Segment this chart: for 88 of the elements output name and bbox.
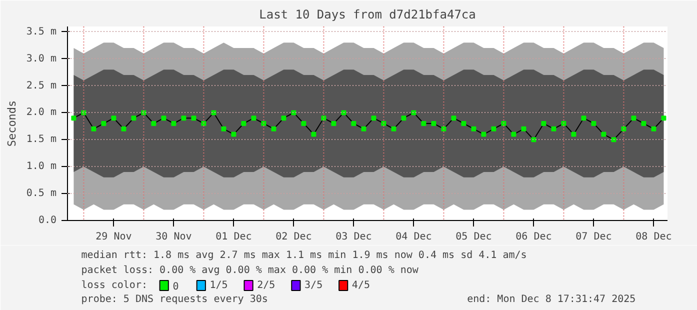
- point: [551, 126, 556, 132]
- x-tick-label: 01 Dec: [216, 232, 252, 242]
- legend-label: 0: [172, 282, 179, 292]
- point: [451, 116, 456, 121]
- point: [251, 116, 256, 121]
- point: [581, 116, 586, 121]
- legend-label: 2/5: [257, 280, 276, 291]
- x-tick-label: 06 Dec: [516, 232, 552, 242]
- point: [121, 126, 126, 132]
- point: [261, 121, 266, 126]
- point: [621, 126, 626, 132]
- legend-title: loss color:: [81, 280, 148, 291]
- point: [391, 126, 396, 132]
- legend-label: 3/5: [304, 280, 323, 291]
- point: [281, 116, 286, 121]
- point: [481, 132, 486, 137]
- point: [521, 126, 526, 132]
- y-tick-label: 1.5 m: [26, 134, 57, 146]
- y-tick-label: 2.5 m: [26, 80, 57, 92]
- x-tick-label: 30 Nov: [156, 232, 192, 242]
- point: [461, 121, 466, 126]
- y-tick-label: 3.0 m: [26, 53, 57, 64]
- point: [361, 126, 366, 132]
- point: [491, 126, 496, 132]
- y-axis-title: Seconds: [5, 100, 18, 147]
- point: [311, 132, 316, 137]
- y-tick-label: 0.0: [38, 215, 56, 226]
- point: [101, 121, 106, 126]
- point: [71, 116, 76, 121]
- point: [531, 137, 536, 142]
- point: [441, 126, 446, 132]
- point: [401, 116, 406, 121]
- point: [411, 110, 416, 116]
- point: [291, 110, 296, 116]
- point: [511, 132, 516, 137]
- point: [301, 121, 306, 126]
- chart-title: Last 10 Days from d7d21bfa47ca: [259, 8, 476, 22]
- point: [631, 116, 636, 121]
- point: [151, 121, 156, 126]
- point: [201, 121, 206, 126]
- point: [191, 116, 196, 121]
- y-tick-label: 2.0 m: [26, 107, 57, 118]
- point: [651, 126, 656, 132]
- point: [321, 116, 326, 121]
- x-tick-label: 02 Dec: [276, 232, 312, 242]
- point: [421, 121, 426, 126]
- point: [431, 121, 436, 126]
- point: [611, 137, 616, 142]
- point: [131, 116, 136, 121]
- point: [541, 121, 546, 126]
- point: [601, 132, 606, 137]
- y-tick-label: 0.5 m: [26, 188, 57, 200]
- text: packet loss: 0.00 % avg 0.00 % max 0.00 % min 0.00 % now: [81, 265, 420, 276]
- text: end: Mon Dec 8 17:31:47 2025: [467, 294, 636, 305]
- point: [571, 132, 576, 137]
- point: [231, 132, 236, 137]
- text: median rtt: 1.8 ms avg 2.7 ms max 1.1 ms min 1.9 ms now 0.4 ms sd 4.1 am/s: [81, 250, 527, 261]
- legend-label: 1/5: [210, 280, 228, 291]
- point: [641, 121, 646, 126]
- point: [241, 121, 246, 126]
- x-tick-label: 29 Nov: [96, 232, 132, 242]
- point: [341, 110, 346, 116]
- x-tick-label: 04 Dec: [396, 232, 432, 242]
- y-tick-label: 1.0 m: [26, 161, 57, 172]
- x-tick-label: 08 Dec: [636, 232, 672, 242]
- point: [351, 121, 356, 126]
- y-tick-label: 3.5 m: [26, 26, 57, 38]
- x-tick-label: 07 Dec: [576, 232, 612, 242]
- point: [331, 121, 336, 126]
- point: [501, 121, 506, 126]
- point: [211, 110, 216, 116]
- point: [91, 126, 96, 132]
- point: [111, 116, 116, 121]
- legend-label: 4/5: [352, 280, 370, 291]
- point: [371, 116, 376, 121]
- point: [181, 116, 186, 121]
- point: [661, 116, 666, 121]
- text: probe: 5 DNS requests every 30s: [81, 294, 268, 305]
- point: [271, 126, 276, 132]
- x-tick-label: 03 Dec: [336, 232, 372, 242]
- point: [221, 126, 226, 132]
- point: [471, 126, 476, 132]
- point: [171, 121, 176, 126]
- point: [161, 116, 166, 121]
- x-tick-label: 05 Dec: [456, 232, 492, 242]
- point: [381, 121, 386, 126]
- point: [591, 121, 596, 126]
- point: [561, 121, 566, 126]
